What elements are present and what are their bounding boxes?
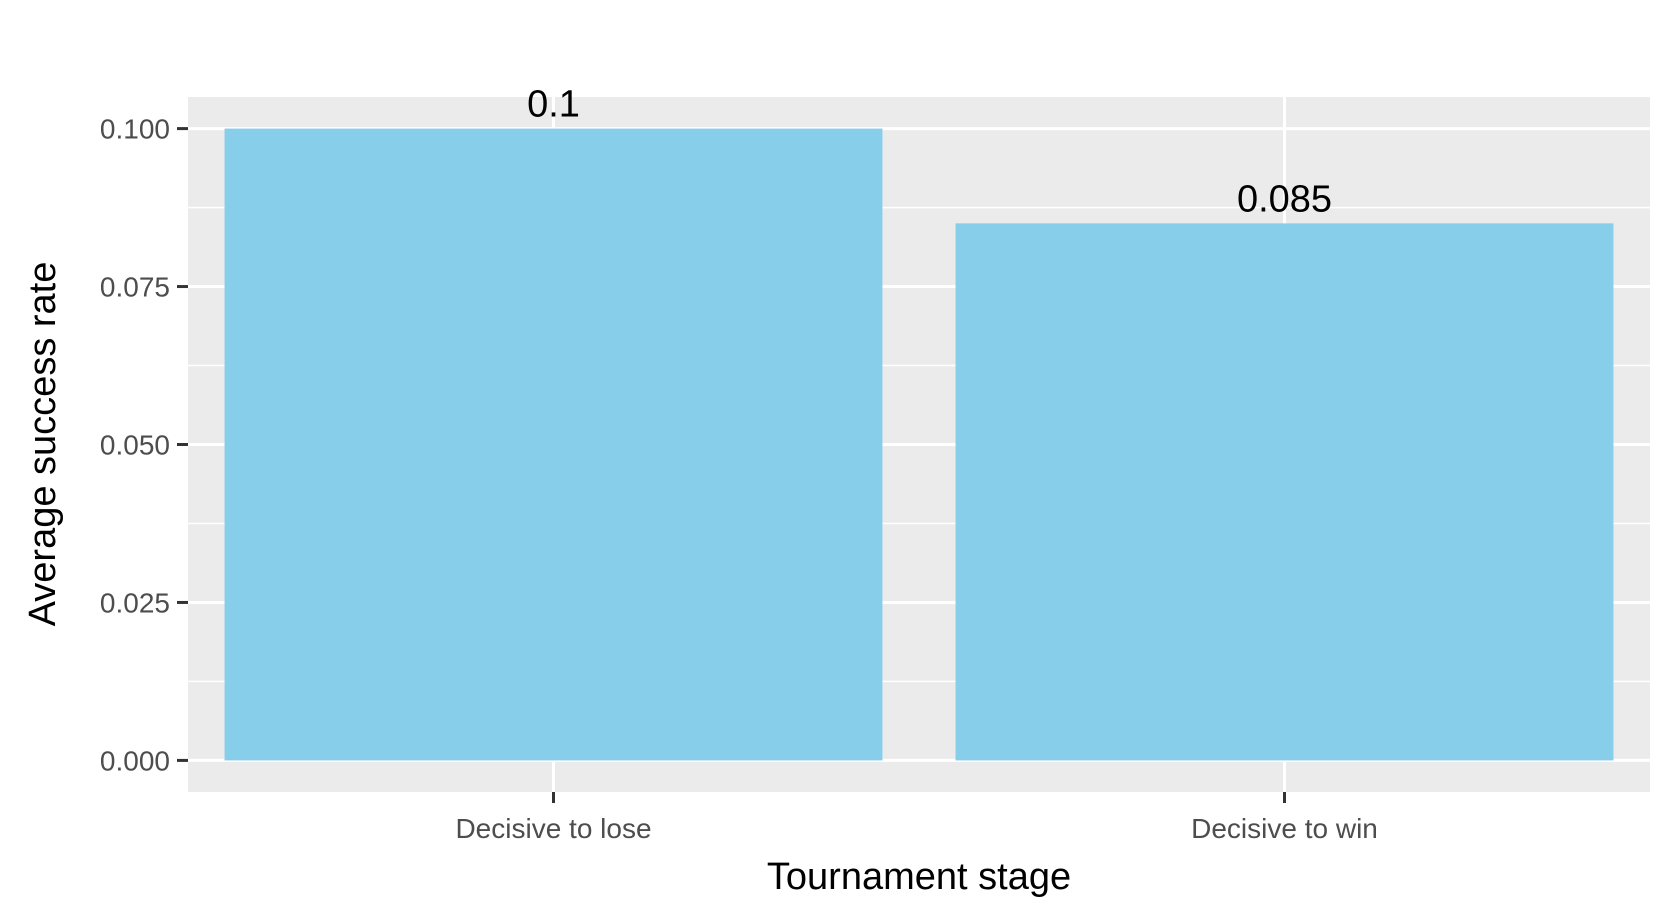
- bar-2: [955, 223, 1614, 761]
- x-axis-title: Tournament stage: [767, 856, 1071, 898]
- bar-1: [224, 128, 883, 761]
- bar-value-label-2: 0.085: [1237, 178, 1332, 220]
- y-tick-label: 0.050: [100, 430, 170, 461]
- x-axis: Decisive to lose Decisive to win: [455, 792, 1378, 844]
- y-tick-label: 0.100: [100, 114, 170, 145]
- x-tick-label: Decisive to win: [1191, 813, 1378, 844]
- bars: [224, 128, 1614, 761]
- y-tick-label: 0.075: [100, 272, 170, 303]
- y-tick-label: 0.025: [100, 587, 170, 618]
- y-tick-label: 0.000: [100, 745, 170, 776]
- y-axis: 0.000 0.025 0.050 0.075 0.100: [100, 114, 188, 776]
- y-axis-title: Average success rate: [22, 262, 64, 627]
- bar-value-label-1: 0.1: [527, 84, 580, 126]
- data-labels: 0.1 0.085: [527, 84, 1332, 221]
- x-tick-label: Decisive to lose: [455, 813, 651, 844]
